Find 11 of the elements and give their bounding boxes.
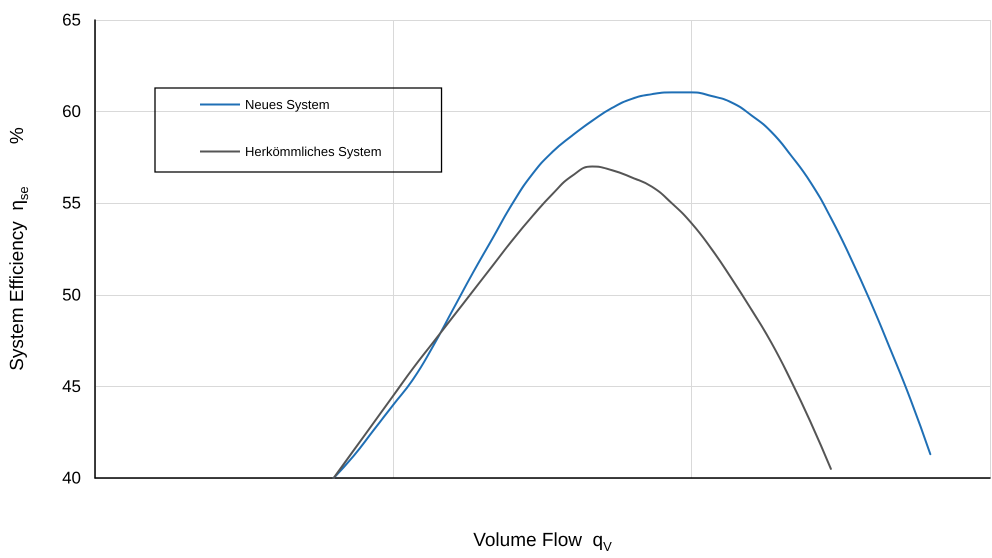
y-tick-label: 40 — [62, 468, 81, 488]
line-series — [332, 166, 832, 479]
y-tick-label: 60 — [62, 102, 81, 122]
line-series — [332, 91, 932, 479]
text: System Efficiency ηse % — [7, 127, 31, 371]
legend-label: Neues System — [245, 97, 330, 112]
y-tick-label: 45 — [62, 376, 81, 396]
y-tick-label: 50 — [62, 285, 81, 304]
legend-label: Herkömmliches System — [245, 144, 382, 159]
y-tick-label: 55 — [62, 194, 81, 213]
y-tick-label: 65 — [62, 10, 81, 30]
